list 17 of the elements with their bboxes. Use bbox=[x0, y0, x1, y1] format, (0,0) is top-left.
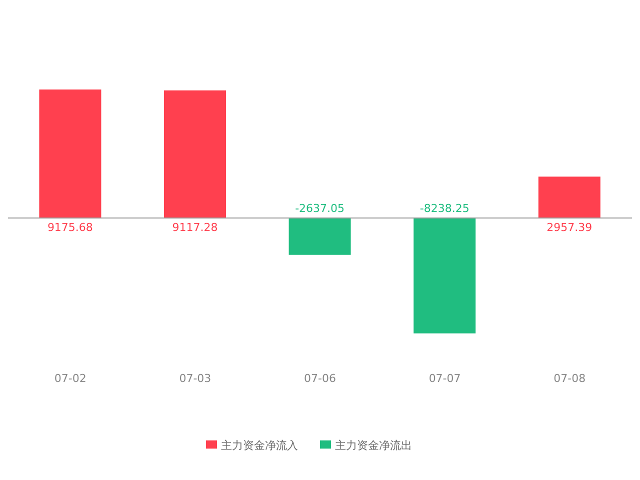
x-tick-label: 07-07 bbox=[428, 372, 461, 385]
data-label: 9175.68 bbox=[47, 221, 93, 234]
legend-label: 主力资金净流入 bbox=[221, 439, 298, 452]
data-label: 2957.39 bbox=[546, 221, 592, 234]
bar bbox=[538, 176, 600, 218]
data-label: 9117.28 bbox=[172, 221, 218, 234]
x-tick-label: 07-06 bbox=[304, 372, 336, 385]
legend-label: 主力资金净流出 bbox=[335, 439, 412, 452]
x-tick-label: 07-02 bbox=[54, 372, 86, 385]
bar bbox=[414, 218, 476, 334]
bar bbox=[39, 90, 102, 218]
data-label: -8238.25 bbox=[420, 202, 470, 215]
x-tick-label: 07-08 bbox=[554, 372, 586, 385]
data-label: -2637.05 bbox=[295, 202, 345, 215]
x-tick-label: 07-03 bbox=[179, 372, 212, 385]
bar bbox=[288, 218, 351, 255]
bar bbox=[164, 90, 226, 218]
